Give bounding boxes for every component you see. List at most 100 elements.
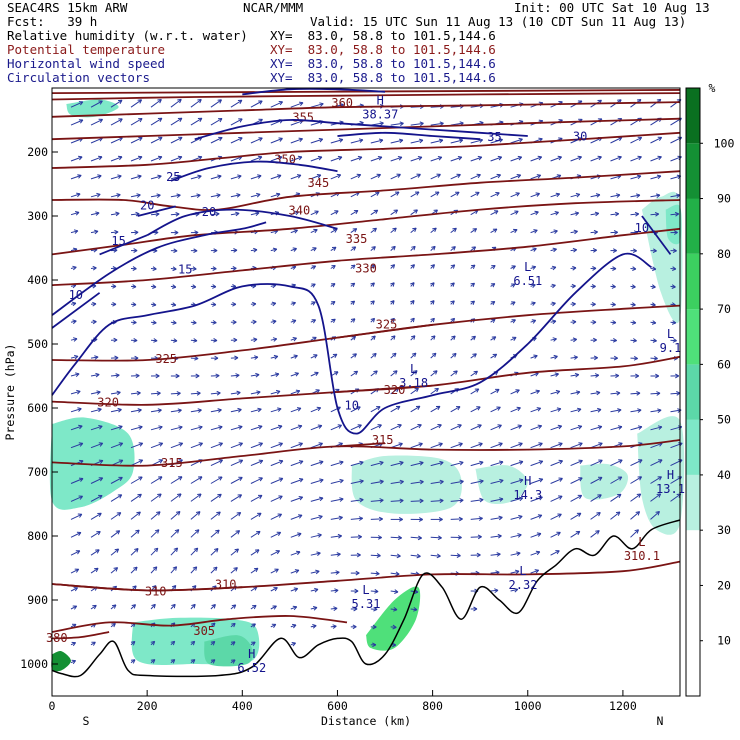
vector-arrowhead <box>397 424 402 429</box>
vector-arrowhead <box>538 478 544 483</box>
circulation-vector <box>350 228 357 234</box>
circulation-vector <box>530 551 540 556</box>
vector-arrowhead <box>436 173 441 178</box>
circulation-vector <box>270 442 283 449</box>
circulation-vector <box>470 228 477 234</box>
vector-arrowhead <box>372 642 377 648</box>
rh-patch <box>351 455 462 514</box>
extremum-marker: L6.51 <box>513 260 542 288</box>
vector-arrowhead <box>430 317 435 323</box>
vector-arrowhead <box>339 460 344 466</box>
org-label: NCAR/MMM <box>243 0 304 15</box>
vector-arrowhead <box>337 155 343 161</box>
vector-arrowhead <box>518 496 524 502</box>
circulation-vector <box>630 459 643 467</box>
vector-arrowhead <box>298 442 303 447</box>
circulation-vector <box>550 531 561 538</box>
vector-arrowhead <box>74 568 80 573</box>
vector-arrowhead <box>233 337 238 343</box>
vector-arrowhead <box>350 282 356 288</box>
circulation-vector <box>650 442 663 449</box>
vector-arrowhead <box>192 566 198 571</box>
vector-arrowhead <box>656 493 662 498</box>
vector-arrowhead <box>390 282 395 287</box>
circulation-vector <box>230 604 237 610</box>
vector-arrowhead <box>291 642 296 647</box>
circulation-vector <box>210 409 222 413</box>
vector-arrowhead <box>552 247 557 253</box>
circulation-vector <box>290 372 299 377</box>
vector-arrowhead <box>417 156 423 161</box>
vector-arrowhead <box>652 248 657 254</box>
circulation-vector <box>190 529 200 538</box>
vector-arrowhead <box>118 442 124 447</box>
vector-arrowhead <box>478 442 483 447</box>
circulation-vector <box>490 516 503 520</box>
vector-arrowhead <box>537 424 543 430</box>
theta-contour-line <box>337 323 433 339</box>
vector-arrowhead <box>238 425 243 430</box>
circulation-vector <box>350 210 359 216</box>
wind-contour-line <box>51 221 267 316</box>
vector-arrowhead <box>78 477 84 482</box>
vector-arrowhead <box>275 389 281 395</box>
vector-arrowhead <box>157 408 162 413</box>
vector-arrowhead <box>258 137 263 142</box>
circulation-vector <box>590 512 601 520</box>
vector-arrowhead <box>292 605 298 611</box>
vector-arrowhead <box>595 193 601 198</box>
circulation-vector <box>350 370 358 377</box>
vector-arrowhead <box>518 478 524 483</box>
circulation-vector <box>310 588 319 592</box>
vector-arrowhead <box>470 282 475 288</box>
vector-arrowhead <box>392 227 397 232</box>
circulation-vector <box>290 102 304 108</box>
vector-arrowhead <box>430 264 435 269</box>
vector-arrowhead <box>372 227 377 233</box>
vector-arrowhead <box>338 515 343 521</box>
circulation-vector <box>570 230 578 234</box>
vector-arrowhead <box>615 193 621 198</box>
vector-arrowhead <box>517 424 522 429</box>
circulation-vector <box>470 174 481 180</box>
y-tick-label: 500 <box>27 337 48 351</box>
circulation-vector <box>350 406 361 413</box>
circulation-vector <box>250 425 263 431</box>
vector-arrowhead <box>411 245 416 251</box>
circulation-vector <box>430 173 441 180</box>
circulation-vector <box>230 374 240 377</box>
circulation-vector <box>310 534 322 538</box>
vector-arrowhead <box>332 353 338 359</box>
field-label-theta: Potential temperature <box>7 42 166 57</box>
vector-arrowhead <box>337 424 342 429</box>
vector-arrowhead <box>357 534 362 540</box>
circulation-vector <box>290 478 304 484</box>
circulation-vector <box>190 511 201 520</box>
vector-arrowhead <box>238 137 243 142</box>
colorbar-tick-label: 50 <box>717 413 731 427</box>
vector-arrowhead <box>491 265 496 270</box>
vector-arrowhead <box>439 460 444 466</box>
vector-arrowhead <box>419 121 424 127</box>
vector-arrowhead <box>153 547 159 553</box>
y-tick-label: 400 <box>27 273 48 287</box>
circulation-vector <box>270 355 278 359</box>
circulation-vector <box>490 424 502 431</box>
vector-arrowhead <box>518 442 523 447</box>
circulation-vector <box>210 529 220 538</box>
circulation-vector <box>350 536 362 538</box>
vector-arrowhead <box>652 338 657 343</box>
vector-arrowhead <box>476 173 481 179</box>
vector-arrowhead <box>516 551 521 556</box>
vector-arrowhead <box>291 301 296 306</box>
vector-arrowhead <box>112 284 117 289</box>
vector-arrowhead <box>218 442 223 447</box>
circulation-vector <box>610 459 623 467</box>
vector-arrowhead <box>410 282 415 287</box>
vector-arrowhead <box>515 192 520 197</box>
circulation-vector <box>530 514 542 520</box>
vector-arrowhead <box>536 532 542 537</box>
circulation-vector <box>670 392 681 395</box>
circulation-vector <box>190 566 198 574</box>
vector-arrowhead <box>197 476 203 481</box>
